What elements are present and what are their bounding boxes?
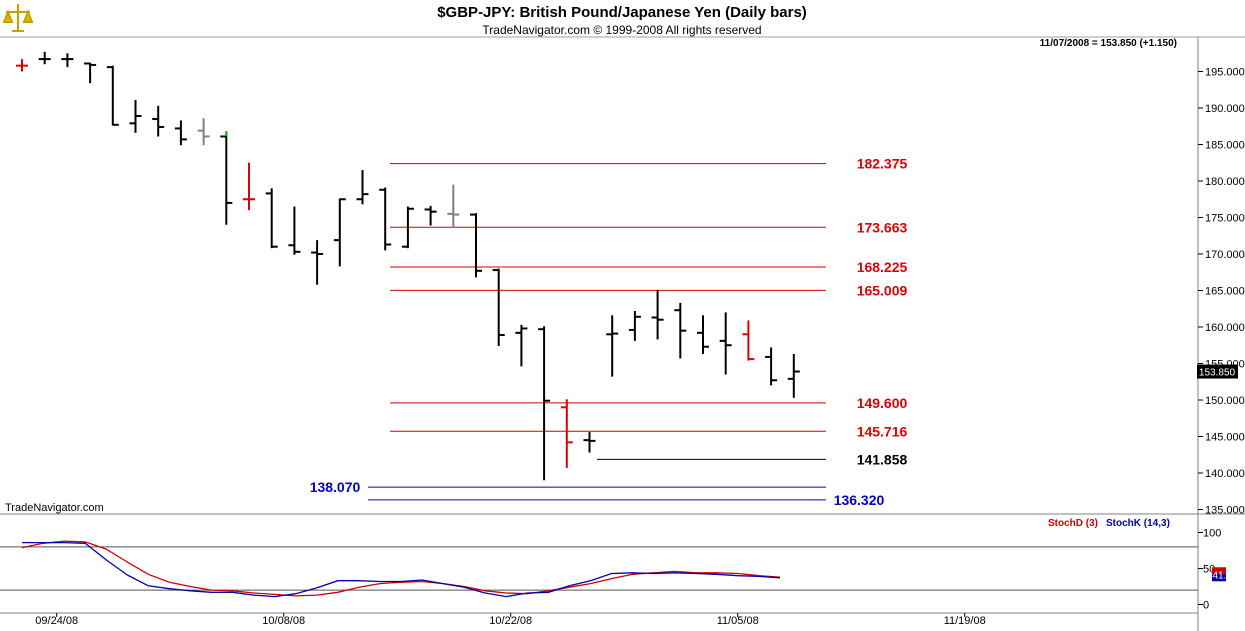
level-label: 173.663 <box>857 219 908 235</box>
date-tick-label: 11/19/08 <box>944 615 986 627</box>
price-tick-label: 170.000 <box>1205 249 1245 261</box>
chart-subtitle: TradeNavigator.com © 1999-2008 All right… <box>482 23 761 37</box>
price-bar <box>152 105 165 137</box>
price-tick-label: 135.000 <box>1205 505 1245 517</box>
price-tick-label: 195.000 <box>1205 67 1245 79</box>
price-bar <box>129 99 142 133</box>
last-price-badge <box>1197 364 1238 379</box>
price-bar <box>61 53 74 68</box>
price-bar <box>38 51 51 65</box>
price-bar <box>470 213 482 278</box>
price-bars <box>16 51 800 481</box>
credit-text: TradeNavigator.com <box>5 502 104 514</box>
legend-stoch-k: StochK (14,3) <box>1106 518 1170 529</box>
price-bar <box>106 65 119 126</box>
price-bar <box>787 354 800 398</box>
price-bar <box>16 59 28 72</box>
price-tick-label: 160.000 <box>1205 322 1245 334</box>
price-tick-label: 175.000 <box>1205 213 1245 225</box>
price-bar <box>628 310 641 341</box>
legend-stoch-d: StochD (3) <box>1048 518 1098 529</box>
price-bar <box>651 289 664 340</box>
last-price-info: 11/07/2008 = 153.850 (+1.150) <box>1040 38 1177 49</box>
last-price-label: 153.850 <box>1199 368 1236 379</box>
price-bar <box>424 205 437 226</box>
price-bar <box>197 118 210 146</box>
date-axis: 09/24/08 10/08/08 10/22/08 11/05/08 11/19/08 <box>35 613 986 627</box>
stoch-series <box>21 540 781 598</box>
price-bar <box>697 315 709 355</box>
price-bar <box>311 240 324 285</box>
price-tick-label: 145.000 <box>1205 432 1245 444</box>
stoch-d-line <box>21 540 781 597</box>
price-bar <box>560 399 573 468</box>
level-label: 141.858 <box>857 451 908 467</box>
price-tick-label: 140.000 <box>1205 468 1245 480</box>
logo-icon <box>2 3 34 33</box>
price-bar <box>84 62 97 84</box>
price-tick-label: 165.000 <box>1205 286 1245 298</box>
price-bar <box>765 347 778 386</box>
date-tick-label: 11/05/08 <box>717 615 759 627</box>
price-tick-label: 190.000 <box>1205 103 1245 115</box>
chart-title: $GBP-JPY: British Pound/Japanese Yen (Da… <box>437 4 807 21</box>
price-bar <box>492 268 505 346</box>
date-tick-label: 10/08/08 <box>262 615 305 627</box>
price-bar <box>333 198 346 267</box>
date-tick-label: 10/22/08 <box>489 615 532 627</box>
price-bar <box>288 206 301 255</box>
price-bar <box>606 315 619 377</box>
stoch-reference-lines <box>0 546 1198 591</box>
price-bar <box>538 326 551 481</box>
price-bar <box>220 131 233 225</box>
price-bar <box>674 302 687 359</box>
stoch-tick-label: 0 <box>1203 600 1209 612</box>
price-bar <box>742 320 755 361</box>
price-tick-label: 185.000 <box>1205 140 1245 152</box>
level-label: 165.009 <box>857 282 908 298</box>
price-bar <box>174 120 187 146</box>
stoch-last-label: 41.98 <box>1212 570 1237 581</box>
level-label: 182.375 <box>857 156 908 172</box>
price-axis: 195.000 190.000 185.000 180.000 175.000 170.0… <box>1197 67 1245 517</box>
level-label: 136.320 <box>834 492 885 508</box>
price-bar <box>719 312 732 375</box>
stoch-badge-d <box>1212 567 1226 575</box>
price-bar <box>379 187 392 251</box>
price-bar <box>243 162 255 211</box>
level-label: 138.070 <box>310 479 361 495</box>
stoch-tick-label: 100 <box>1203 528 1221 540</box>
price-tick-label: 150.000 <box>1205 395 1245 407</box>
price-bar <box>356 170 369 205</box>
level-label: 168.225 <box>857 259 908 275</box>
price-tick-label: 180.000 <box>1205 176 1245 188</box>
date-tick-label: 09/24/08 <box>35 615 78 627</box>
level-label: 145.716 <box>857 423 908 439</box>
fib-levels: 182.375 173.663 168.225 165.009 149.600 145.7… <box>310 156 908 508</box>
price-bar <box>447 184 460 228</box>
price-bar <box>583 432 596 453</box>
price-bar <box>515 324 528 367</box>
stoch-k-line <box>22 541 781 598</box>
price-bar <box>265 188 278 249</box>
stoch-badge-k <box>1212 574 1226 582</box>
price-bar <box>401 206 414 249</box>
level-label: 149.600 <box>857 395 908 411</box>
